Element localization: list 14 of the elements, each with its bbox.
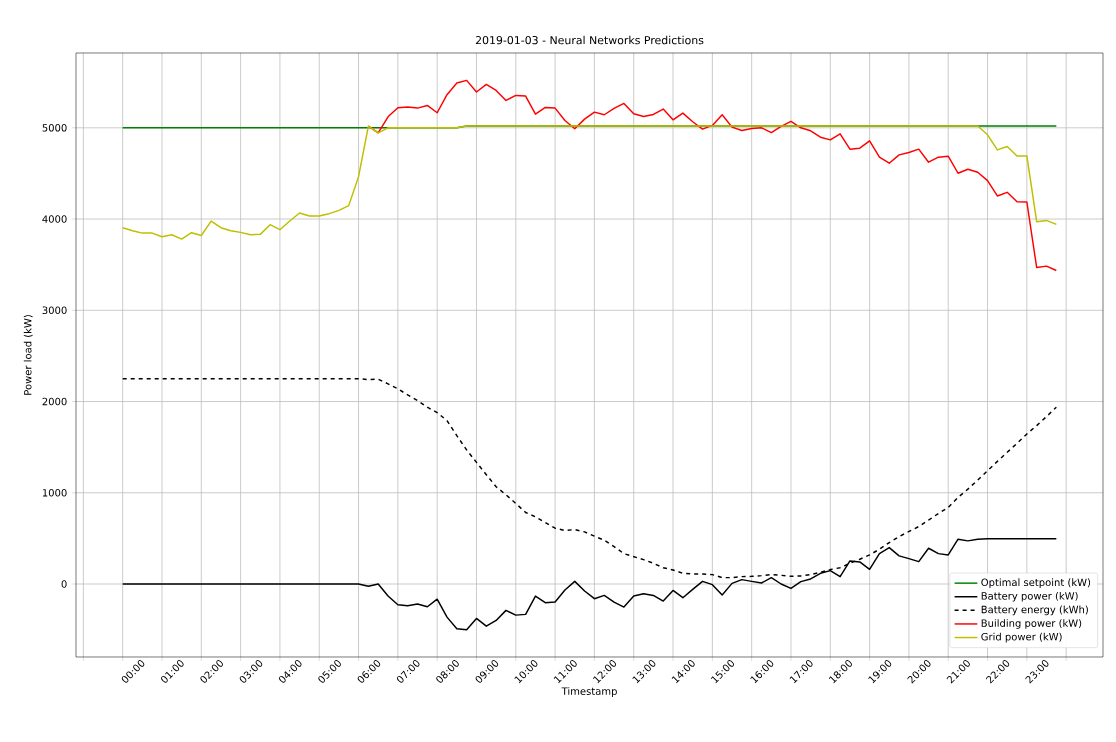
x-axis-title: Timestamp — [561, 687, 617, 697]
legend-label: Battery energy (kWh) — [981, 605, 1088, 616]
y-tick-label: 3000 — [42, 306, 67, 315]
y-tick-label: 0 — [61, 580, 67, 588]
y-tick-label: 5000 — [42, 124, 67, 132]
legend-label: Building power (kW) — [981, 619, 1082, 629]
y-tick-label: 2000 — [42, 397, 67, 406]
legend-label: Grid power (kW) — [981, 632, 1062, 643]
y-tick-label: 1000 — [42, 488, 67, 497]
legend-label: Optimal setpoint (kW) — [981, 578, 1091, 589]
y-tick-label: 4000 — [42, 215, 67, 223]
legend-label: Battery power (kW) — [981, 591, 1078, 602]
chart-title: 2019-01-03 - Neural Networks Predictions — [475, 35, 704, 45]
y-axis-title: Power load (kW) — [23, 315, 33, 395]
